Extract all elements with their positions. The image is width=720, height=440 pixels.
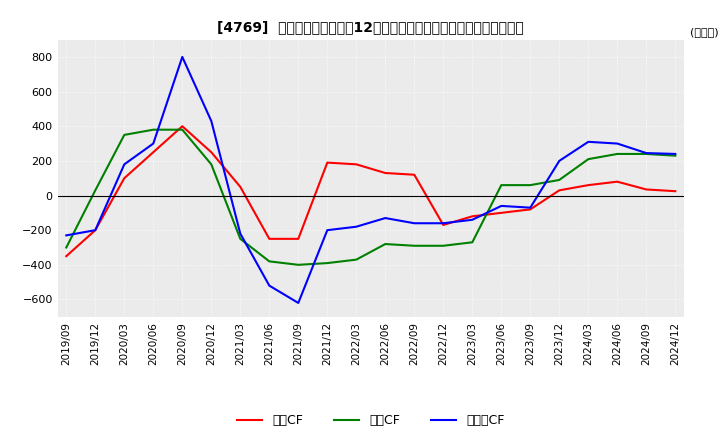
フリーCF <box>439 220 448 226</box>
フリーCF <box>294 300 302 305</box>
営業CF <box>613 179 621 184</box>
Title: [4769]  キャッシュフローの12か月移動合計の対前年同期増減額の推移: [4769] キャッシュフローの12か月移動合計の対前年同期増減額の推移 <box>217 20 524 34</box>
営業CF <box>671 189 680 194</box>
投資CF <box>410 243 418 249</box>
投資CF <box>207 161 215 167</box>
営業CF <box>352 161 361 167</box>
投資CF <box>381 242 390 247</box>
投資CF <box>120 132 129 138</box>
Text: (百万円): (百万円) <box>690 27 719 37</box>
フリーCF <box>584 139 593 144</box>
フリーCF <box>352 224 361 229</box>
営業CF <box>555 188 564 193</box>
投資CF <box>468 240 477 245</box>
投資CF <box>613 151 621 157</box>
フリーCF <box>642 150 651 156</box>
フリーCF <box>497 203 505 209</box>
フリーCF <box>613 141 621 146</box>
フリーCF <box>555 158 564 164</box>
営業CF <box>178 124 186 129</box>
営業CF <box>439 222 448 227</box>
投資CF <box>91 188 99 193</box>
投資CF <box>497 183 505 188</box>
営業CF <box>497 210 505 216</box>
投資CF <box>584 157 593 162</box>
フリーCF <box>381 216 390 221</box>
営業CF <box>207 150 215 155</box>
投資CF <box>642 151 651 157</box>
投資CF <box>149 127 158 132</box>
投資CF <box>323 260 332 266</box>
投資CF <box>352 257 361 262</box>
営業CF <box>468 214 477 219</box>
フリーCF <box>468 217 477 222</box>
Legend: 営業CF, 投資CF, フリーCF: 営業CF, 投資CF, フリーCF <box>237 414 505 427</box>
フリーCF <box>265 283 274 288</box>
投資CF <box>294 262 302 268</box>
営業CF <box>265 236 274 242</box>
投資CF <box>62 245 71 250</box>
営業CF <box>642 187 651 192</box>
フリーCF <box>410 220 418 226</box>
営業CF <box>584 183 593 188</box>
投資CF <box>265 259 274 264</box>
投資CF <box>439 243 448 249</box>
営業CF <box>323 160 332 165</box>
営業CF <box>62 253 71 259</box>
投資CF <box>236 236 245 242</box>
フリーCF <box>149 141 158 146</box>
投資CF <box>526 183 535 188</box>
営業CF <box>410 172 418 177</box>
フリーCF <box>178 54 186 59</box>
フリーCF <box>207 118 215 124</box>
営業CF <box>91 227 99 233</box>
営業CF <box>120 176 129 181</box>
Line: フリーCF: フリーCF <box>66 57 675 303</box>
フリーCF <box>526 205 535 210</box>
投資CF <box>671 153 680 158</box>
営業CF <box>381 170 390 176</box>
フリーCF <box>91 227 99 233</box>
営業CF <box>236 184 245 190</box>
Line: 投資CF: 投資CF <box>66 130 675 265</box>
フリーCF <box>62 233 71 238</box>
営業CF <box>149 150 158 155</box>
フリーCF <box>671 151 680 157</box>
投資CF <box>555 177 564 183</box>
フリーCF <box>236 231 245 236</box>
営業CF <box>294 236 302 242</box>
フリーCF <box>120 161 129 167</box>
Line: 営業CF: 営業CF <box>66 126 675 256</box>
フリーCF <box>323 227 332 233</box>
営業CF <box>526 207 535 212</box>
投資CF <box>178 127 186 132</box>
